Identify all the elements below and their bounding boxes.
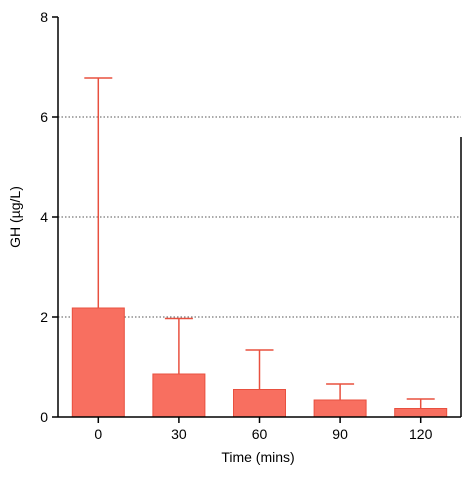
x-tick-label: 60 [252,426,268,442]
y-tick-label: 6 [40,109,48,125]
x-tick-label: 0 [94,426,102,442]
y-tick-label: 8 [40,9,48,25]
bar-120 [394,408,448,418]
y-tick-label: 4 [40,209,48,225]
x-tick-label: 30 [171,426,187,442]
y-tick-label: 0 [40,409,48,425]
y-axis-label: GH (µg/L) [7,186,23,248]
bar-90 [313,399,367,418]
error-bars-group [84,77,435,409]
y-ticks-group: 0 2 4 6 8 [40,9,462,425]
x-tick-label: 90 [332,426,348,442]
gridlines [58,116,461,318]
bar-30 [152,373,206,418]
bar-0 [71,307,125,418]
y-tick-label: 2 [40,309,48,325]
bar-60 [233,389,286,418]
x-tick-label: 120 [409,426,433,442]
x-ticks-group: 0 30 60 90 120 [94,417,433,442]
x-axis-label: Time (mins) [221,449,294,465]
